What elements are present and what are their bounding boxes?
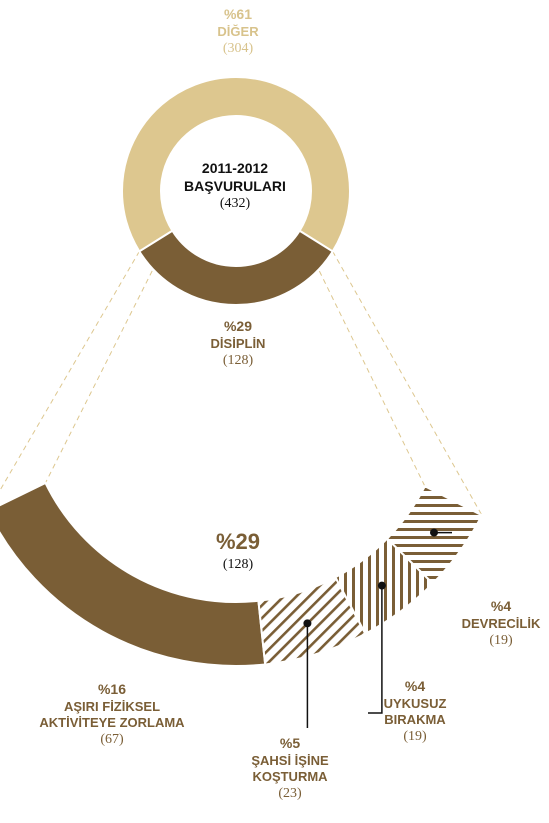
slice-disiplin: [137, 229, 335, 306]
center-count: (432): [219, 196, 251, 211]
label-uykusuz-pct: %4: [404, 678, 426, 694]
guide-line-left-outer: [0, 251, 140, 492]
label-disiplin-pct: %29: [223, 318, 253, 334]
label-devrecilik-name: DEVRECİLİK: [461, 615, 541, 631]
slice-sahsi: [257, 575, 367, 666]
label-asiri: %16 AŞIRI FİZİKSEL AKTİVİTEYE ZORLAMA (6…: [22, 681, 202, 749]
label-diger-pct: %61: [223, 6, 253, 22]
breakdown-arc-chart: [0, 481, 484, 667]
donut-center-label: 2011-2012 BAŞVURULARI (432): [165, 160, 305, 213]
label-asiri-name1: AŞIRI FİZİKSEL: [63, 698, 161, 714]
label-uykusuz-name2: BIRAKMA: [384, 711, 446, 727]
label-disiplin: %29 DİSİPLİN (128): [178, 318, 298, 369]
label-sahsi-pct: %5: [279, 735, 301, 751]
label-asiri-pct: %16: [97, 681, 127, 697]
slice-asiri: [0, 481, 267, 667]
label-arc-pct: %29: [215, 529, 261, 554]
label-uykusuz-count: (19): [403, 729, 427, 744]
label-arc-total: %29 (128): [178, 528, 298, 573]
center-title-line2: BAŞVURULARI: [184, 177, 286, 194]
label-devrecilik-pct: %4: [490, 598, 512, 614]
label-diger-name: DİĞER: [217, 23, 259, 39]
label-diger: %61 DİĞER (304): [178, 6, 298, 57]
center-title-line1: 2011-2012: [201, 160, 269, 176]
donut-chart: [121, 76, 351, 306]
guide-line-right-inner: [299, 230, 426, 487]
guide-line-left-inner: [45, 230, 173, 484]
label-arc-count: (128): [222, 556, 254, 572]
label-sahsi-name2: KOŞTURMA: [252, 768, 328, 784]
callout-line-uykusuz: [368, 585, 383, 714]
label-disiplin-name: DİSİPLİN: [210, 335, 266, 351]
guide-line-right-outer: [332, 251, 483, 516]
label-devrecilik: %4 DEVRECİLİK (19): [455, 598, 547, 649]
label-sahsi-count: (23): [278, 786, 302, 801]
label-asiri-count: (67): [100, 732, 124, 747]
label-sahsi: %5 ŞAHSİ İŞİNE KOŞTURMA (23): [230, 735, 350, 803]
callout-lines: [303, 528, 452, 728]
label-devrecilik-count: (19): [489, 632, 513, 648]
label-sahsi-name1: ŞAHSİ İŞİNE: [251, 752, 329, 768]
slice-diger: [121, 76, 351, 253]
label-diger-count: (304): [222, 40, 254, 56]
label-uykusuz: %4 UYKUSUZ BIRAKMA (19): [365, 678, 465, 746]
label-uykusuz-name1: UYKUSUZ: [383, 695, 447, 711]
label-disiplin-count: (128): [222, 352, 254, 368]
connector-lines: [0, 230, 483, 516]
label-asiri-name2: AKTİVİTEYE ZORLAMA: [39, 714, 185, 730]
